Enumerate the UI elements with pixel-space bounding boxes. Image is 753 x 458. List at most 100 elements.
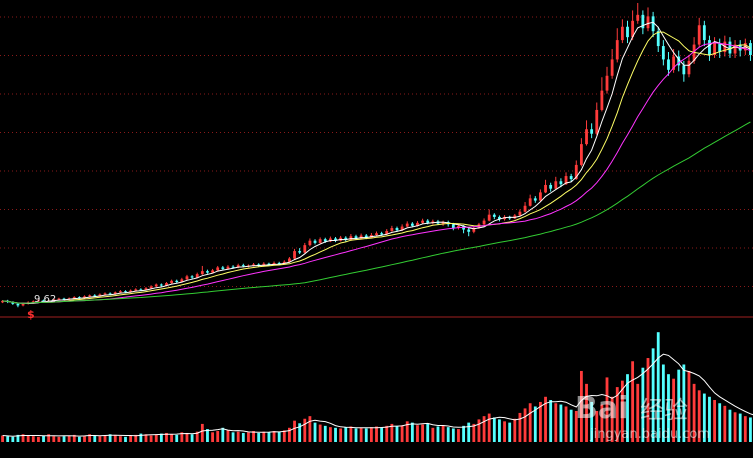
volume-bar	[503, 421, 506, 442]
candle-body	[308, 240, 312, 246]
volume-bar	[431, 427, 435, 442]
volume-bar	[11, 436, 15, 442]
volume-bar	[457, 429, 460, 442]
volume-bar	[334, 427, 337, 442]
volume-bar	[216, 431, 220, 442]
candle-body	[226, 266, 230, 269]
volume-bar	[615, 387, 619, 442]
candle-body	[359, 235, 363, 239]
volume-bar	[21, 434, 25, 442]
volume-bar	[272, 431, 276, 442]
volume-ma-line	[2, 353, 753, 437]
volume-bar	[308, 416, 312, 442]
volume-bar	[364, 428, 368, 442]
volume-bar	[549, 400, 553, 442]
candle-body	[390, 228, 394, 232]
volume-bar	[620, 380, 624, 442]
volume-bar	[129, 435, 133, 442]
candle-body	[421, 220, 425, 223]
volume-bar	[165, 432, 168, 442]
volume-bar	[62, 436, 66, 442]
candle-body	[395, 228, 399, 231]
candle-body	[441, 222, 445, 224]
volume-bar	[103, 435, 107, 442]
volume-bar	[298, 423, 302, 442]
volume-bar	[369, 427, 373, 442]
candle-body	[528, 198, 532, 206]
volume-bar	[749, 417, 752, 442]
candle-body	[713, 43, 716, 55]
watermark-url: jingyan.baidu.com	[589, 427, 710, 442]
candle-body	[667, 59, 670, 70]
volume-bar	[451, 428, 455, 442]
volume-bar	[605, 377, 609, 442]
volume-bar	[226, 430, 230, 442]
volume-bar	[554, 403, 558, 442]
baidu-watermark: Bai 经验 jingyan.baidu.com	[575, 391, 710, 442]
candle-body	[323, 239, 327, 242]
candle-body	[83, 296, 86, 299]
candle-body	[569, 176, 573, 180]
candle-body	[472, 228, 476, 232]
volume-bar	[585, 383, 588, 442]
candle-body	[252, 264, 255, 266]
candle-body	[241, 265, 245, 267]
candle-body	[318, 239, 322, 243]
volume-bar	[42, 435, 45, 442]
volume-bar	[523, 408, 527, 442]
candle-body	[154, 284, 158, 287]
volume-bar	[26, 435, 30, 442]
volume-bar	[67, 435, 71, 442]
volume-bar	[590, 401, 594, 442]
candle-body	[579, 144, 583, 165]
candle-body	[21, 303, 25, 306]
volume-bar	[528, 403, 532, 442]
watermark-brand-suffix: 经验	[640, 396, 688, 424]
volume-bar	[16, 434, 20, 442]
ma_mid-line	[2, 31, 751, 304]
candle-body	[574, 164, 578, 180]
volume-bar	[487, 413, 491, 442]
volume-bar	[318, 424, 322, 442]
volume-bar	[190, 434, 194, 442]
volume-bar	[144, 434, 148, 442]
candle-body	[180, 279, 184, 282]
volume-bar	[231, 432, 235, 442]
candle-body	[636, 14, 640, 21]
candle-body	[129, 290, 133, 293]
volume-bar	[600, 404, 604, 442]
candle-body	[533, 198, 537, 201]
candle-body	[682, 65, 686, 75]
volume-bar	[677, 369, 681, 442]
volume-bar	[513, 418, 517, 442]
volume-bar	[636, 383, 640, 442]
volume-bar	[426, 423, 430, 442]
volume-bar	[559, 404, 563, 442]
candle-body	[610, 59, 614, 76]
volume-bar	[595, 410, 599, 442]
ma_long-line	[2, 121, 751, 304]
candle-body	[400, 226, 404, 231]
volume-bar	[421, 424, 425, 442]
candle-body	[272, 262, 276, 265]
volume-bar	[257, 432, 261, 442]
candle-body	[677, 56, 681, 66]
volume-bar	[687, 370, 691, 442]
candle-body	[518, 211, 522, 216]
candle-body	[175, 280, 179, 282]
volume-bar	[262, 431, 266, 442]
volume-bar	[446, 427, 450, 442]
volume-bar	[93, 435, 97, 442]
volume-bar	[539, 401, 542, 442]
candle-body	[564, 176, 568, 185]
volume-bar	[626, 374, 629, 442]
candle-body	[544, 184, 547, 193]
price-grid	[0, 16, 753, 287]
candle-body	[661, 46, 665, 60]
volume-bar	[349, 426, 353, 442]
candle-body	[482, 220, 486, 225]
volume-bar	[149, 435, 153, 442]
volume-bar	[610, 396, 614, 442]
candle-body	[487, 214, 491, 221]
